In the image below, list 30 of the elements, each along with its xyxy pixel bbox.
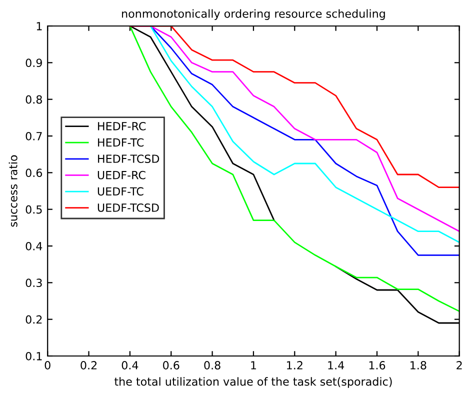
- y-tick-label: 0.7: [26, 132, 42, 140]
- x-tick-label: 0: [44, 361, 50, 370]
- x-axis-title: the total utilization value of the task set(sporadic): [114, 377, 392, 388]
- legend-label: UEDF-TCSD: [98, 203, 159, 212]
- x-tick-label: 1.2: [287, 361, 302, 370]
- legend-label: UEDF-TC: [98, 187, 144, 196]
- y-tick-label: 0.2: [26, 315, 42, 324]
- y-axis-title: success ratio: [8, 155, 18, 227]
- legend-label: HEDF-RC: [98, 122, 146, 130]
- y-tick-label: 0.5: [26, 205, 42, 214]
- y-tick-label: 0.9: [26, 58, 42, 68]
- x-tick-label: 2: [456, 361, 462, 370]
- y-tick-label: 0.3: [26, 278, 42, 288]
- y-tick-label: 0.4: [26, 242, 42, 250]
- y-tick-label: 0.8: [26, 95, 42, 104]
- x-tick-label: 0.2: [80, 361, 96, 370]
- x-tick-label: 0.4: [122, 361, 138, 370]
- x-tick-label: 1.8: [410, 361, 426, 370]
- legend-label: HEDF-TC: [98, 138, 144, 147]
- x-tick-label: 1: [251, 361, 256, 370]
- x-tick-label: 0.8: [204, 361, 220, 370]
- legend-label: UEDF-RC: [98, 170, 146, 180]
- x-tick-label: 0.6: [163, 361, 180, 370]
- legend-label: HEDF-TCSD: [98, 154, 160, 163]
- y-tick-label: 0.1: [26, 352, 42, 360]
- y-tick-label: 0.6: [26, 168, 42, 178]
- chart-title: nonmonotonically ordering resource scheduling: [122, 9, 385, 20]
- x-tick-label: 1.4: [328, 361, 344, 370]
- y-tick-label: 1: [36, 22, 42, 30]
- x-tick-label: 1.6: [369, 361, 386, 370]
